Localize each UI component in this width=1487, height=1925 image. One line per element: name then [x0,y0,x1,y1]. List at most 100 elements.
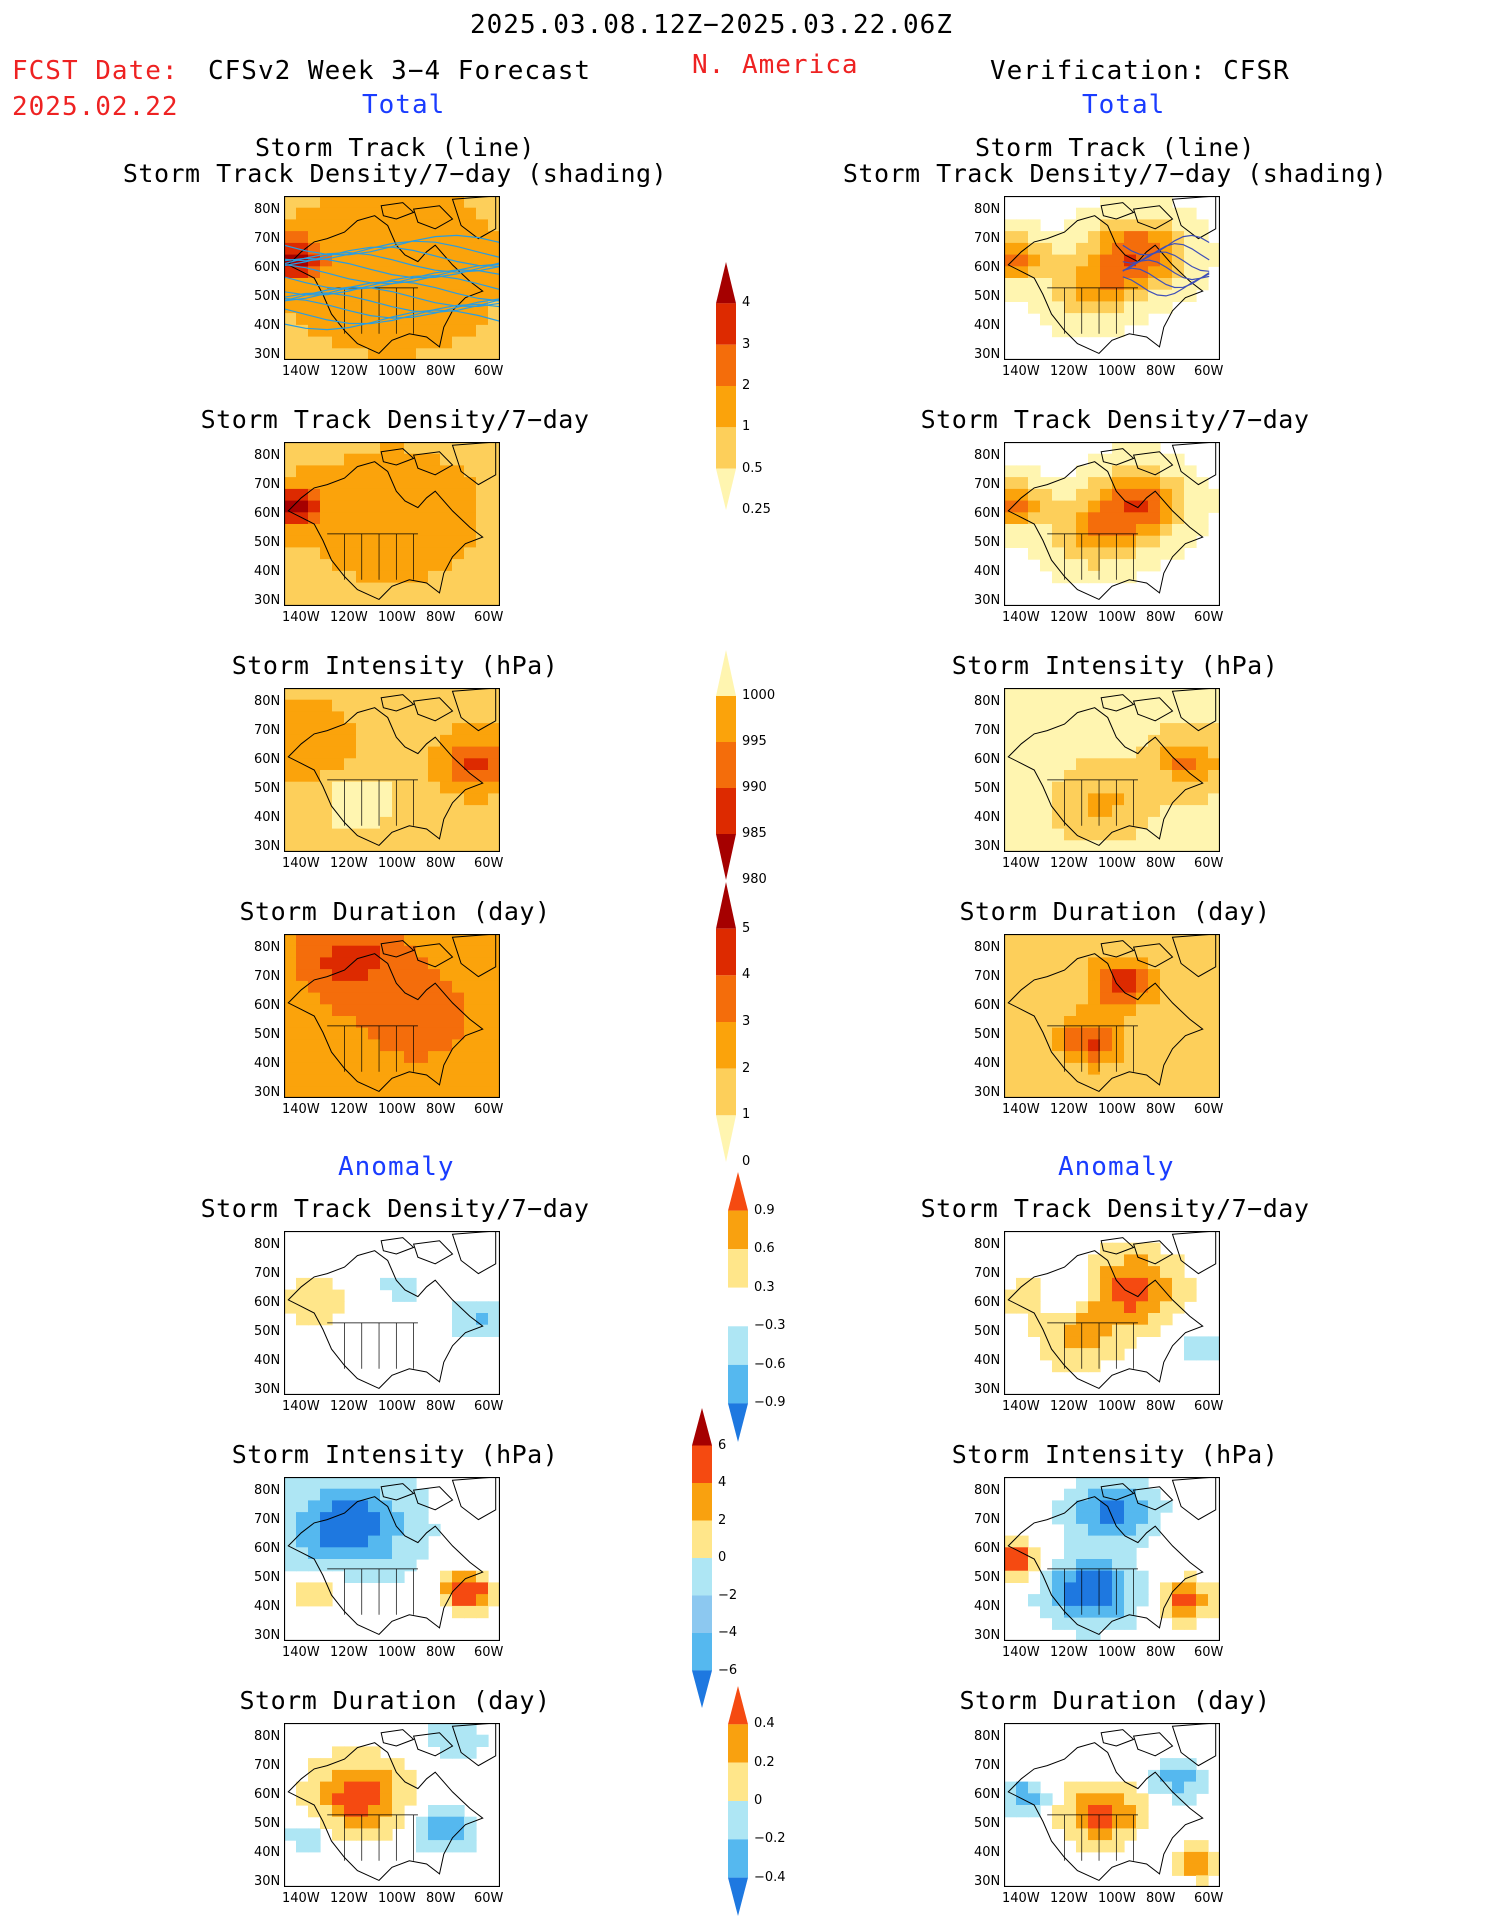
shading-cell [1004,219,1017,232]
shading-cell [488,582,500,595]
shading-cell [1052,1605,1065,1619]
shading-cell [356,770,369,783]
shading-cell [488,992,500,1005]
lon-tick-label: 120W [330,1891,368,1906]
shading-cell [356,219,369,232]
shading-cell [1076,1805,1089,1818]
shading-cell [356,1477,369,1490]
shading-cell [1016,465,1029,478]
shading-cell [1064,1605,1077,1619]
shading-cell [1040,559,1053,572]
shading-cell [380,1051,393,1064]
shading-cell [452,488,465,502]
shading-cell [440,289,453,302]
shading-cell [1196,254,1209,267]
island-outline [412,1486,454,1511]
shading-cell [1040,770,1053,783]
shading-cell [1100,969,1113,982]
shading-cell [1088,1086,1101,1098]
colorbar-tick-label: −0.9 [754,1395,786,1411]
colorbar-segment [728,1287,748,1327]
shading-cell [1112,758,1125,771]
shading-cell [1064,242,1077,256]
shading-cell [452,348,465,360]
shading-cell [464,793,477,806]
shading-cell [344,1051,357,1064]
shading-cell [1040,934,1053,947]
shading-cell [464,207,477,220]
shading-cell [452,465,465,478]
shading-cell [440,828,453,841]
shading-cell [320,559,333,572]
shading-cell [1040,1324,1053,1337]
shading-cell [1172,219,1185,232]
colorbar-segment [716,742,736,788]
shading-cell [1100,1559,1113,1572]
shading-cell [416,840,429,852]
shading-cell [1028,1086,1041,1098]
shading-cell [1184,242,1197,256]
colorbar-segment [692,1520,712,1558]
shading-cell [1172,1266,1185,1279]
shading-cell [1196,278,1209,291]
shading-cell [1100,1605,1113,1619]
shading-cell [1112,1277,1125,1291]
shading-cell [308,524,321,537]
shading-cell [440,781,453,794]
shading-cell [464,1605,477,1619]
shading-cell [464,805,477,818]
shading-cell [332,758,345,771]
shading-cell [488,734,500,748]
island-outline [412,205,454,230]
shading-cell [1136,1512,1149,1525]
shading-cell [1064,781,1077,794]
shading-cell [1160,969,1173,982]
shading-cell [1172,840,1185,852]
shading-cell [1028,1062,1041,1076]
shading-cell [1100,1016,1113,1029]
colorbar-tick-label: −2 [718,1587,738,1603]
shading-cell [1184,219,1197,232]
lon-tick-label: 140W [282,610,320,625]
shading-cell [1160,1039,1173,1052]
shading-cell [440,1816,453,1829]
shading-cell [1148,1062,1161,1076]
shading-cell [308,1523,321,1537]
shading-cell [1124,313,1137,326]
shading-cell [1040,957,1053,970]
colorbar-segment [728,1839,748,1878]
shading-cell [1160,980,1173,994]
shading-cell [392,805,405,818]
shading-cell [488,594,500,606]
shading-cell [1136,1086,1149,1098]
shading-cell [356,465,369,478]
shading-cell [296,816,309,830]
shading-cell [1088,266,1101,279]
shading-cell [440,1582,453,1595]
lat-tick-label: 40N [254,1845,281,1860]
shading-cell [440,1027,453,1040]
shading-cell [284,746,297,759]
lon-tick-label: 80W [426,1645,456,1660]
shading-cell [1076,1062,1089,1076]
shading-cell [320,1535,333,1548]
lat-tick-label: 30N [254,1085,281,1100]
shading-cell [1064,278,1077,291]
shading-cell [1184,1062,1197,1076]
shading-cell [1136,1523,1149,1537]
shading-cell [1064,1793,1077,1806]
shading-cell [1172,828,1185,841]
lat-tick-label: 50N [974,1816,1001,1831]
shading-cell [296,582,309,595]
shading-cell [1184,1781,1197,1794]
shading-cell [1088,1535,1101,1548]
shading-cell [1064,969,1077,982]
shading-cell [1148,219,1161,232]
shading-cell [1052,500,1065,513]
shading-cell [320,278,333,291]
colorbar-tick-label: 0.6 [754,1241,775,1257]
shading-cell [416,500,429,513]
shading-cell [380,196,393,209]
shading-cell [428,289,441,302]
shading-cell [440,254,453,267]
